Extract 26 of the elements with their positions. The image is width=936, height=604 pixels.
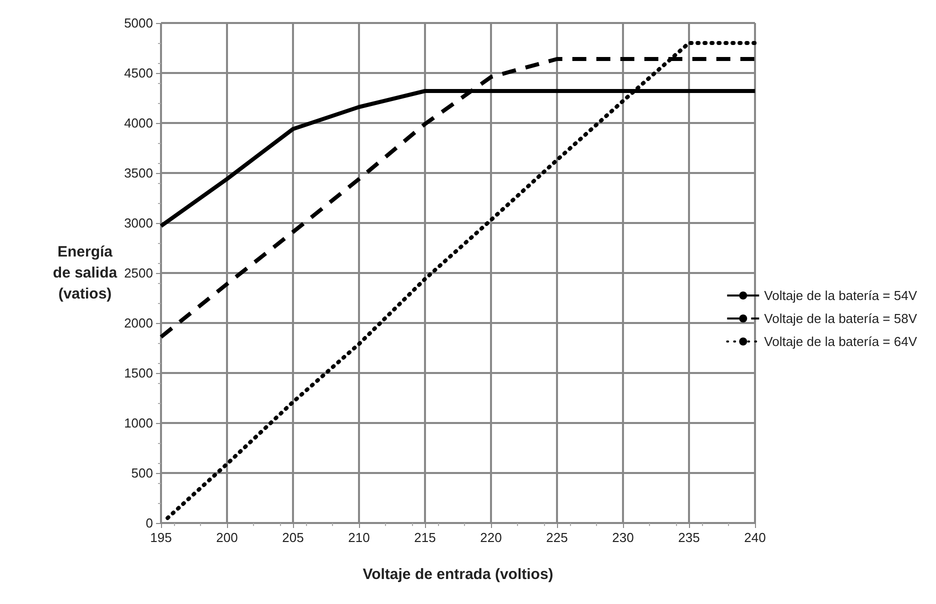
x-tick-label: 240 <box>744 530 766 545</box>
y-tick-label: 2500 <box>124 266 153 280</box>
x-tick-label: 230 <box>612 530 634 545</box>
y-tick-label: 4500 <box>124 66 153 80</box>
y-axis-title: Energía de salida (vatios) <box>52 244 118 302</box>
x-tick-label: 195 <box>150 530 172 545</box>
x-tick-label: 225 <box>546 530 568 545</box>
y-tick-label: 1500 <box>124 366 153 380</box>
y-tick-label: 4000 <box>124 116 153 130</box>
x-tick-label: 220 <box>480 530 502 545</box>
y-tick-label: 1000 <box>124 416 153 430</box>
x-tick-label: 200 <box>216 530 238 545</box>
x-tick-label: 210 <box>348 530 370 545</box>
y-tick-label: 2000 <box>124 316 153 330</box>
x-tick-label: 205 <box>282 530 304 545</box>
y-tick-label: 5000 <box>124 16 153 30</box>
x-tick-label: 235 <box>678 530 700 545</box>
legend-label: Voltaje de la batería = 64V <box>764 334 918 349</box>
y-tick-label: 0 <box>146 516 153 530</box>
y-tick-label: 3000 <box>124 216 153 230</box>
legend-label: Voltaje de la batería = 54V <box>764 288 918 303</box>
x-axis-title: Voltaje de entrada (voltios) <box>362 566 554 583</box>
legend-label: Voltaje de la batería = 58V <box>764 311 918 326</box>
y-tick-label: 500 <box>131 466 153 480</box>
y-tick-label: 3500 <box>124 166 153 180</box>
x-tick-label: 215 <box>414 530 436 545</box>
